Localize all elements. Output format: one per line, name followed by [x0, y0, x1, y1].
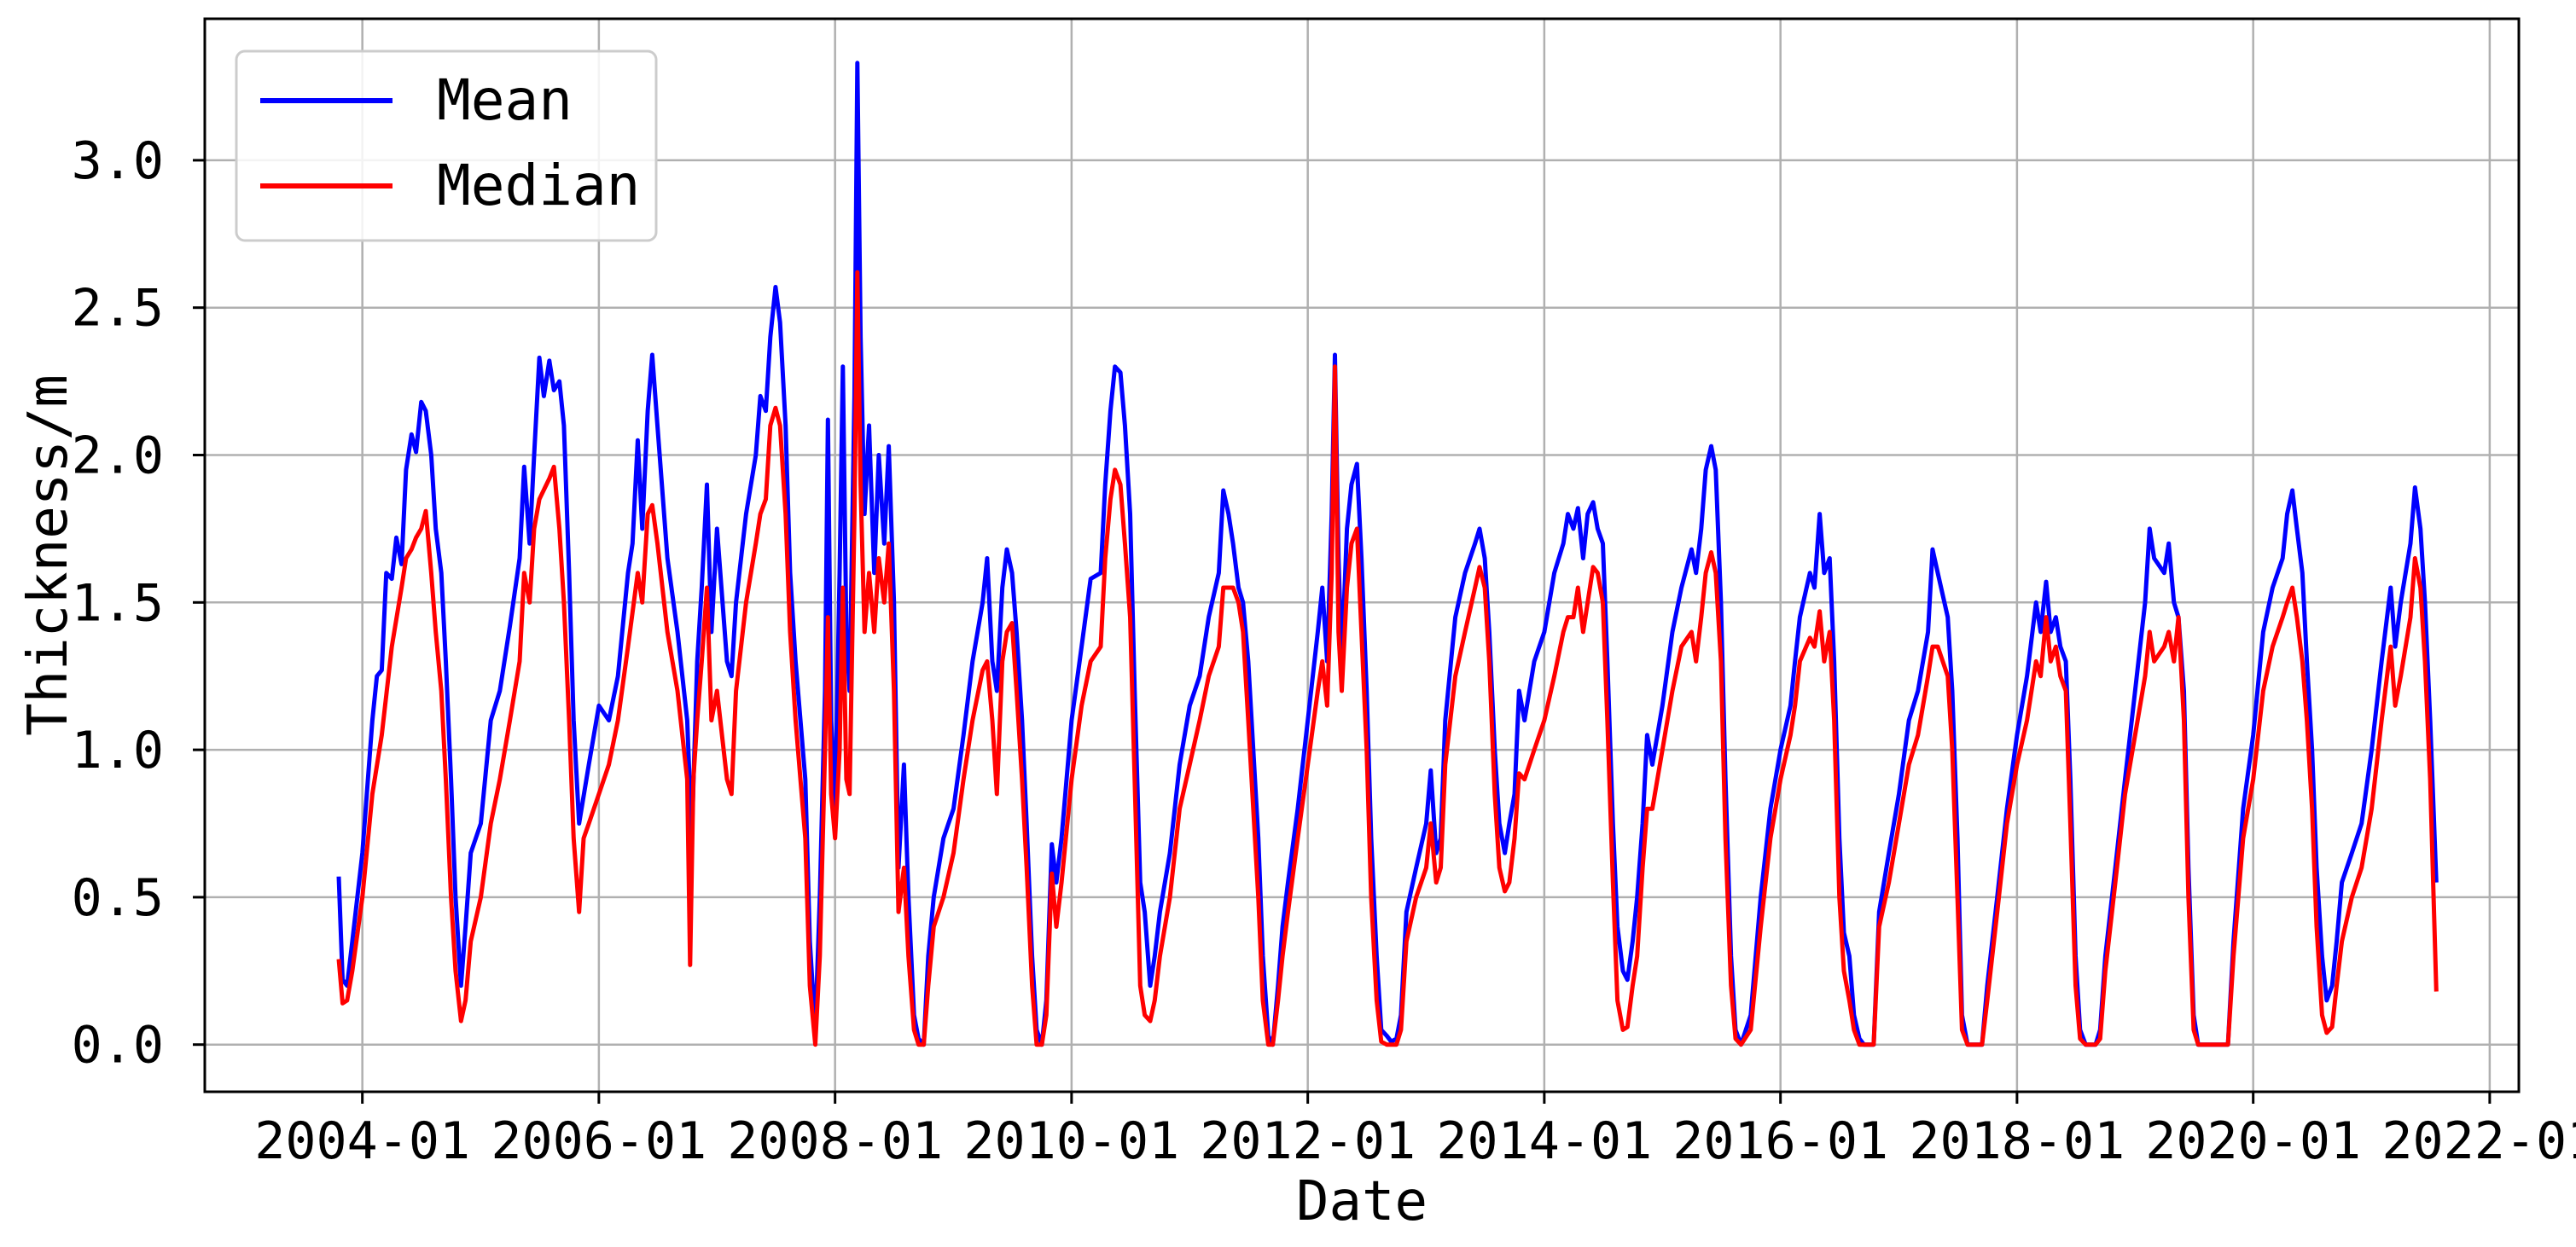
plot-frame	[203, 17, 2521, 1093]
y-tick-label: 1.0	[72, 721, 164, 780]
x-tick-label: 2010-01	[963, 1111, 1179, 1171]
series-line-median	[336, 270, 2439, 1047]
y-axis-label: Thickness/m	[17, 374, 80, 736]
x-tick-label: 2020-01	[2145, 1111, 2361, 1171]
y-tick-label: 3.0	[72, 131, 164, 191]
x-tick-label: 2018-01	[1909, 1111, 2125, 1171]
x-tick-label: 2014-01	[1436, 1111, 1652, 1171]
y-tick-label: 2.5	[72, 279, 164, 339]
series-layer	[336, 61, 2439, 1047]
y-tick-label: 1.5	[72, 573, 164, 633]
legend-label-median: Median	[437, 153, 640, 218]
y-axis-ticks: 0.0 0.5 1.0 1.5 2.0 2.5 3.0	[72, 131, 205, 1076]
x-axis-ticks: 2004-01 2006-01 2008-01 2010-01 2012-01 2014-…	[254, 1092, 2576, 1171]
y-tick-label: 0.0	[72, 1016, 164, 1076]
y-tick-label: 0.5	[72, 868, 164, 928]
legend-label-mean: Mean	[437, 67, 573, 133]
x-axis-label: Date	[1296, 1170, 1428, 1233]
y-tick-label: 2.0	[72, 426, 164, 485]
x-tick-label: 2004-01	[254, 1111, 470, 1171]
x-tick-label: 2016-01	[1672, 1111, 1888, 1171]
x-tick-label: 2022-01	[2381, 1111, 2576, 1171]
legend: Mean Median	[235, 49, 658, 242]
x-tick-label: 2012-01	[1200, 1111, 1416, 1171]
x-tick-label: 2008-01	[727, 1111, 943, 1171]
x-tick-label: 2006-01	[491, 1111, 707, 1171]
